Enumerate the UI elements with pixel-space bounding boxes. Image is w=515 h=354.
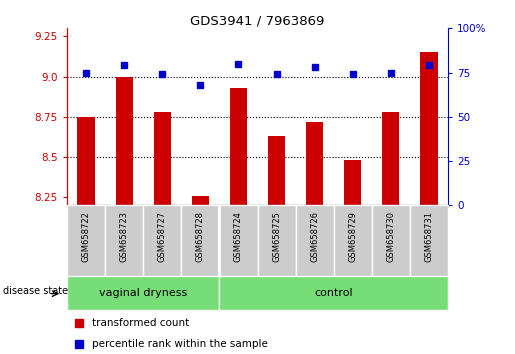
- Text: GSM658723: GSM658723: [119, 211, 129, 262]
- Bar: [306, 122, 323, 205]
- Text: GSM658724: GSM658724: [234, 211, 243, 262]
- Bar: [181, 205, 219, 276]
- Bar: [105, 205, 143, 276]
- Text: GSM658722: GSM658722: [81, 211, 91, 262]
- Bar: [334, 205, 372, 276]
- Bar: [258, 205, 296, 276]
- Bar: [219, 276, 448, 310]
- Bar: [268, 136, 285, 205]
- Text: transformed count: transformed count: [92, 318, 190, 328]
- Text: GSM658731: GSM658731: [424, 211, 434, 262]
- Text: vaginal dryness: vaginal dryness: [99, 288, 187, 298]
- Text: control: control: [314, 288, 353, 298]
- Bar: [420, 52, 438, 205]
- Text: GSM658730: GSM658730: [386, 211, 396, 262]
- Bar: [115, 76, 133, 205]
- Bar: [230, 88, 247, 205]
- Text: percentile rank within the sample: percentile rank within the sample: [92, 339, 268, 349]
- Bar: [344, 160, 362, 205]
- Text: GSM658728: GSM658728: [196, 211, 205, 262]
- Title: GDS3941 / 7963869: GDS3941 / 7963869: [191, 14, 324, 27]
- Text: GSM658729: GSM658729: [348, 211, 357, 262]
- Bar: [219, 205, 258, 276]
- Bar: [382, 112, 400, 205]
- Bar: [67, 205, 105, 276]
- Text: GSM658726: GSM658726: [310, 211, 319, 262]
- Text: GSM658727: GSM658727: [158, 211, 167, 262]
- Bar: [372, 205, 410, 276]
- Bar: [296, 205, 334, 276]
- Bar: [143, 205, 181, 276]
- Bar: [192, 196, 209, 205]
- Bar: [77, 117, 95, 205]
- Text: disease state: disease state: [3, 286, 68, 296]
- Bar: [153, 112, 171, 205]
- Bar: [410, 205, 448, 276]
- Text: GSM658725: GSM658725: [272, 211, 281, 262]
- Bar: [67, 276, 219, 310]
